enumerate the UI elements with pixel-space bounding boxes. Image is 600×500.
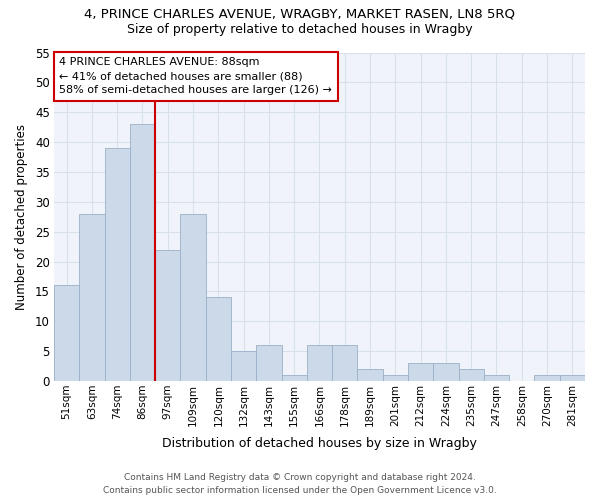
Bar — [130, 124, 155, 381]
Bar — [231, 351, 256, 381]
Bar — [155, 250, 181, 381]
Bar — [307, 345, 332, 381]
Bar — [206, 298, 231, 381]
Text: Size of property relative to detached houses in Wragby: Size of property relative to detached ho… — [127, 22, 473, 36]
Bar — [484, 375, 509, 381]
Bar — [560, 375, 585, 381]
Bar — [358, 369, 383, 381]
Bar — [332, 345, 358, 381]
Bar — [54, 286, 79, 381]
Text: Contains HM Land Registry data © Crown copyright and database right 2024.
Contai: Contains HM Land Registry data © Crown c… — [103, 474, 497, 495]
Bar — [408, 363, 433, 381]
Bar — [535, 375, 560, 381]
X-axis label: Distribution of detached houses by size in Wragby: Distribution of detached houses by size … — [162, 437, 477, 450]
Y-axis label: Number of detached properties: Number of detached properties — [15, 124, 28, 310]
Bar — [281, 375, 307, 381]
Text: 4, PRINCE CHARLES AVENUE, WRAGBY, MARKET RASEN, LN8 5RQ: 4, PRINCE CHARLES AVENUE, WRAGBY, MARKET… — [85, 8, 515, 20]
Bar — [181, 214, 206, 381]
Bar — [79, 214, 104, 381]
Bar — [458, 369, 484, 381]
Text: 4 PRINCE CHARLES AVENUE: 88sqm
← 41% of detached houses are smaller (88)
58% of : 4 PRINCE CHARLES AVENUE: 88sqm ← 41% of … — [59, 58, 332, 96]
Bar — [104, 148, 130, 381]
Bar — [256, 345, 281, 381]
Bar — [383, 375, 408, 381]
Bar — [433, 363, 458, 381]
